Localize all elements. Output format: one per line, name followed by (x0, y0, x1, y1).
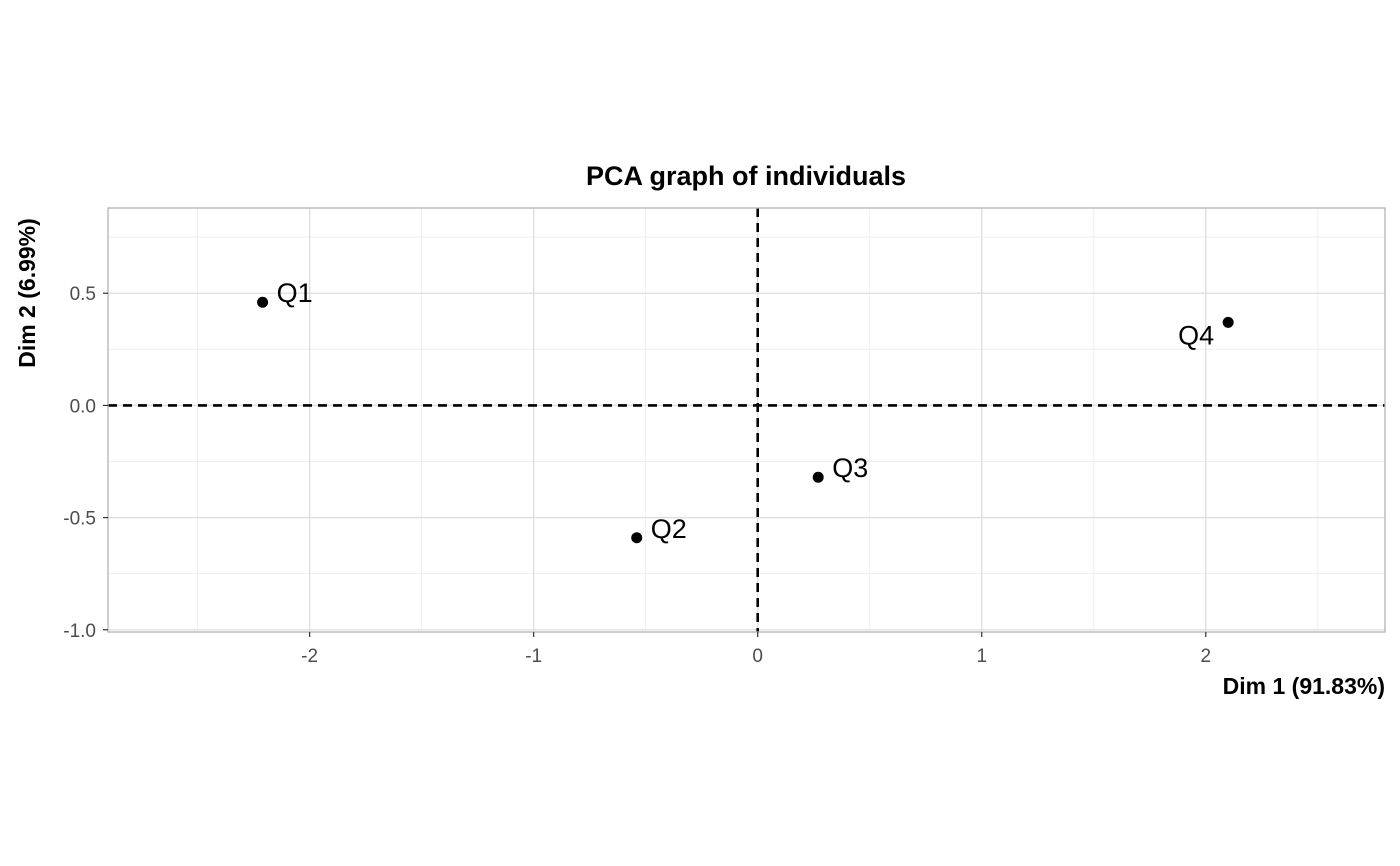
point-label: Q2 (651, 514, 687, 544)
y-axis-title: Dim 2 (6.99%) (14, 218, 40, 368)
data-point (631, 532, 643, 544)
x-axis-title: Dim 1 (91.83%) (1223, 673, 1385, 699)
data-point (812, 471, 824, 483)
panel-border (107, 207, 1386, 633)
point-label: Q4 (1178, 320, 1214, 350)
point-label: Q1 (277, 278, 313, 308)
x-axis-ticks: -2 -1 0 1 2 (301, 632, 1211, 667)
x-tick-label: -1 (525, 646, 542, 667)
grid-minor (108, 208, 1385, 632)
y-tick-label: -1.0 (63, 621, 96, 642)
data-point (1222, 316, 1234, 328)
data-points: Q1 Q2 Q3 Q4 (257, 278, 1234, 544)
x-tick-label: 1 (976, 646, 987, 667)
x-tick-label: 2 (1200, 646, 1211, 667)
point-label: Q3 (832, 453, 868, 483)
reference-lines (108, 208, 1385, 632)
x-tick-label: 0 (752, 646, 763, 667)
y-tick-label: 0.0 (70, 396, 96, 417)
data-point (257, 296, 269, 308)
y-axis-ticks: -1.0 -0.5 0.0 0.5 (63, 284, 108, 642)
y-tick-label: -0.5 (63, 509, 96, 530)
x-tick-label: -2 (301, 646, 318, 667)
chart-title: PCA graph of individuals (586, 161, 906, 191)
grid-major (108, 208, 1385, 632)
y-tick-label: 0.5 (70, 284, 96, 305)
